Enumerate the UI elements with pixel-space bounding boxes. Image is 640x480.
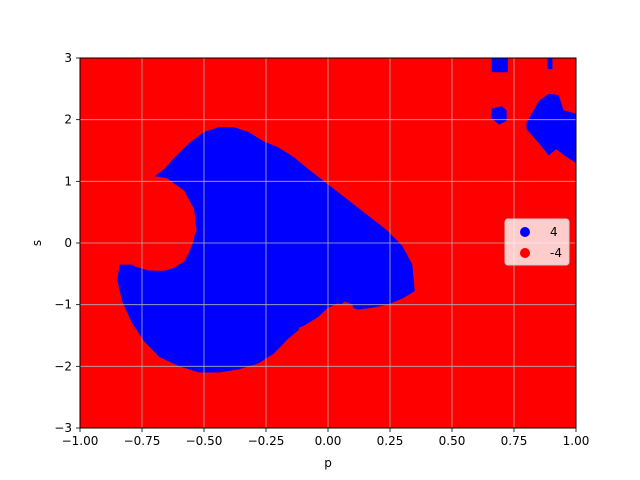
legend: 4 -4: [504, 218, 570, 266]
y-tick-label: 2: [64, 113, 72, 127]
x-tick-label: 0.50: [439, 434, 466, 448]
y-tick-label: 3: [64, 51, 72, 65]
y-axis: −3 −2 −1 0 1 2 3: [54, 51, 80, 435]
x-tick-label: 0.25: [377, 434, 404, 448]
legend-marker-4: [520, 227, 530, 237]
x-axis-label: p: [324, 456, 332, 470]
x-tick-label: −1.00: [62, 434, 99, 448]
legend-label-neg4: -4: [550, 246, 562, 260]
legend-label-4: 4: [550, 225, 558, 239]
x-tick-label: 0.00: [315, 434, 342, 448]
y-axis-label: s: [30, 240, 44, 246]
region-class-pos4-3: [526, 93, 576, 163]
y-tick-label: −2: [54, 359, 72, 373]
region-class-pos4-5: [491, 58, 508, 73]
y-tick-label: 1: [64, 174, 72, 188]
y-tick-label: −1: [54, 298, 72, 312]
plot-area: [79, 57, 577, 429]
legend-item-4: 4: [520, 225, 558, 239]
x-tick-label: −0.50: [186, 434, 223, 448]
legend-marker-neg4: [520, 248, 530, 258]
y-tick-label: 0: [64, 236, 72, 250]
region-class-neg4-2: [298, 301, 353, 333]
x-tick-label: −0.25: [248, 434, 285, 448]
x-tick-label: 0.75: [501, 434, 528, 448]
x-axis: −1.00 −0.75 −0.50 −0.25 0.00 0.25 0.50 0.75 1.00: [62, 428, 590, 448]
y-tick-label: −3: [54, 421, 72, 435]
x-tick-label: 1.00: [563, 434, 590, 448]
region-class-pos4-6: [547, 58, 553, 70]
legend-item-neg4: -4: [520, 246, 562, 260]
x-tick-label: −0.75: [124, 434, 161, 448]
region-class-neg4-1: [114, 175, 197, 271]
